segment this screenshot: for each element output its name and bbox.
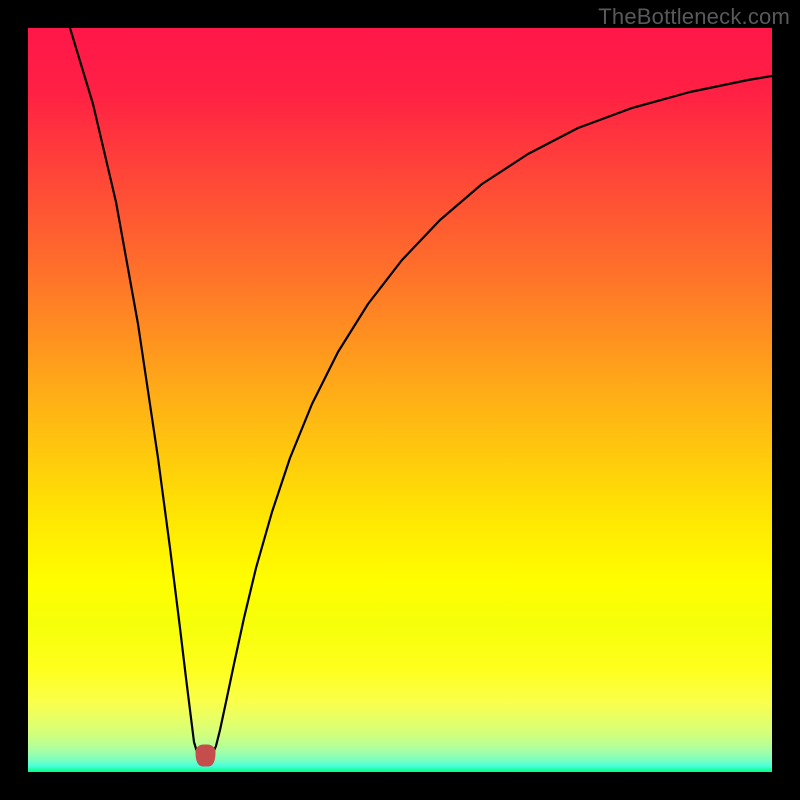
notch-marker <box>196 745 215 766</box>
gradient-background <box>28 28 772 772</box>
chart-container: TheBottleneck.com <box>0 0 800 800</box>
watermark-text: TheBottleneck.com <box>598 4 790 30</box>
bottleneck-curve-chart <box>28 28 772 772</box>
plot-area <box>28 28 772 772</box>
